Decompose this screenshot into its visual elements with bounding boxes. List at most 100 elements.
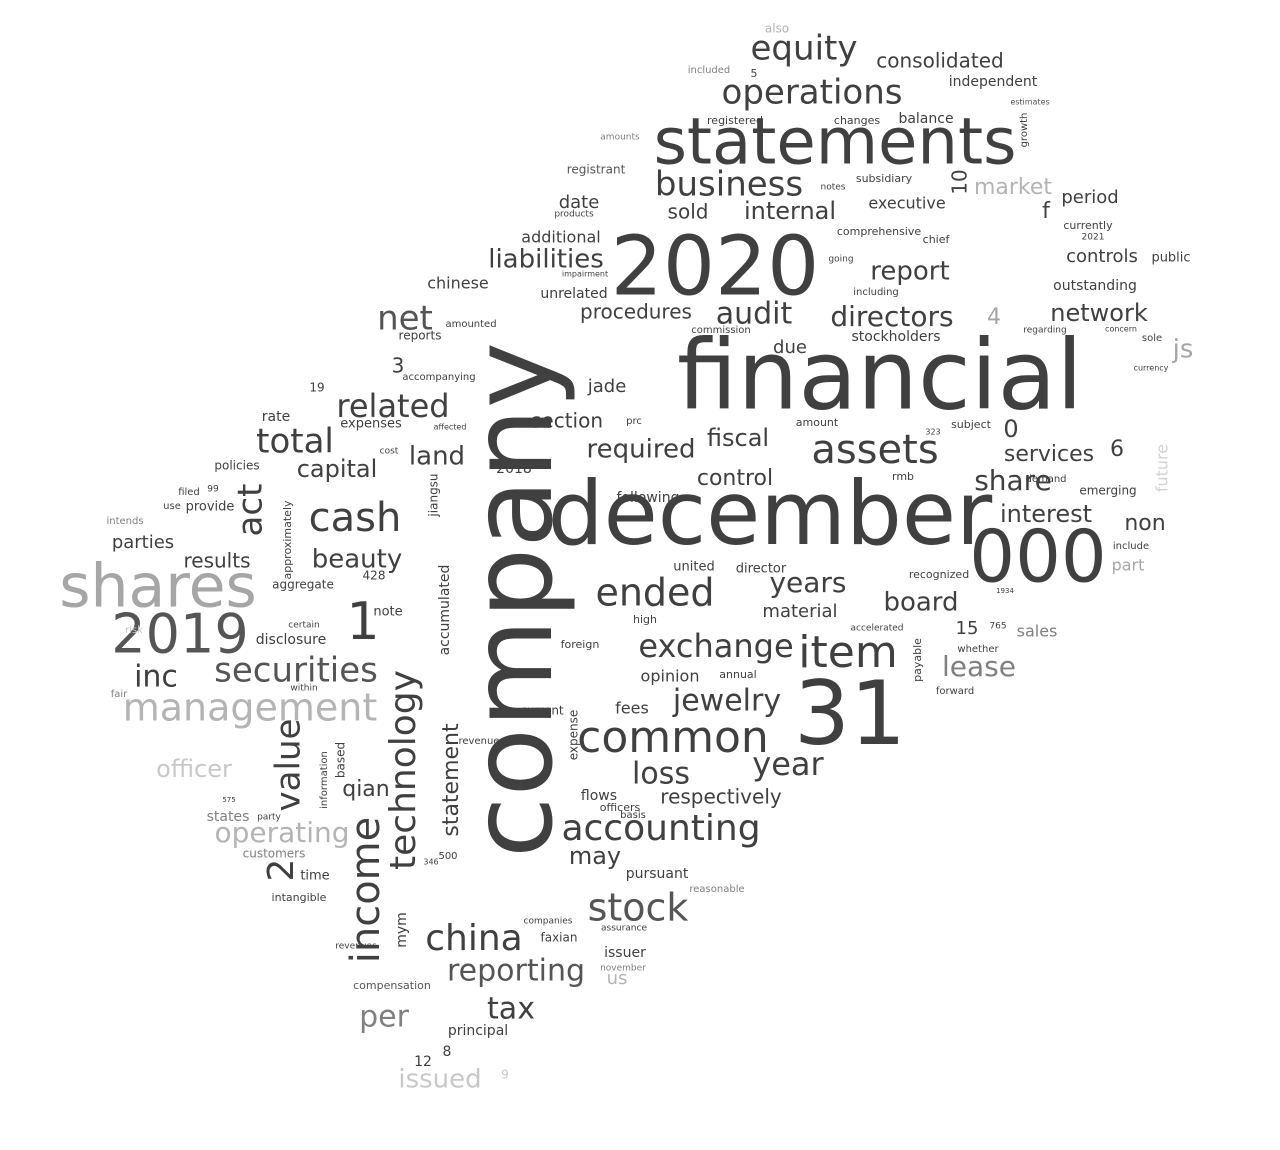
word-loss: loss xyxy=(632,757,690,792)
word-accompanying: accompanying xyxy=(402,372,475,383)
word-intends: intends xyxy=(106,516,143,527)
word-1: 1 xyxy=(346,592,379,652)
word-services: services xyxy=(1004,442,1094,467)
word-affected: affected xyxy=(434,423,467,432)
word-registrant: registrant xyxy=(567,163,626,177)
word-executive: executive xyxy=(868,194,945,213)
word-information: information xyxy=(319,751,330,809)
word-regarding: regarding xyxy=(1023,326,1066,336)
word-business: business xyxy=(655,165,803,205)
word-compensation: compensation xyxy=(353,979,431,992)
word-act: act xyxy=(231,484,271,537)
word-beauty: beauty xyxy=(312,545,403,575)
word-material: material xyxy=(762,601,837,622)
word-going: going xyxy=(828,255,853,265)
word-flows: flows xyxy=(581,788,617,804)
word-officers: officers xyxy=(600,801,641,814)
word-9: 9 xyxy=(501,1068,509,1082)
word-rate: rate xyxy=(262,409,290,425)
word-provide: provide xyxy=(186,500,235,515)
word-disclosure: disclosure xyxy=(256,632,326,648)
word-inc: inc xyxy=(134,660,178,695)
word-board: board xyxy=(883,588,958,618)
word-states: states xyxy=(207,809,250,825)
word-assurance: assurance xyxy=(601,924,647,934)
word-parties: parties xyxy=(112,532,174,553)
word-1934: 1934 xyxy=(996,587,1014,595)
word-operations: operations xyxy=(722,73,903,113)
word-5: 5 xyxy=(751,67,758,80)
word-js: js xyxy=(1172,335,1194,365)
word-statements: statements xyxy=(654,106,1017,180)
word-control: control xyxy=(697,466,773,491)
word-amount: amount xyxy=(796,416,839,429)
word-payable: payable xyxy=(911,638,924,682)
word-amounts: amounts xyxy=(600,133,640,143)
word-assets: assets xyxy=(811,427,938,473)
word-reports: reports xyxy=(399,329,442,343)
word-forward: forward xyxy=(936,686,974,697)
word-interest: interest xyxy=(1000,500,1092,528)
word-faxian: faxian xyxy=(541,931,578,945)
word-additional: additional xyxy=(521,228,600,247)
word-2020: 2020 xyxy=(611,219,820,314)
word-reasonable: reasonable xyxy=(689,884,744,895)
word-fiscal: fiscal xyxy=(707,424,769,452)
word-8: 8 xyxy=(443,1044,452,1060)
word-time: time xyxy=(300,869,329,884)
word-controls: controls xyxy=(1066,246,1138,267)
word-shares: shares xyxy=(59,552,257,622)
word-jade: jade xyxy=(587,376,627,397)
word-china: china xyxy=(425,918,523,959)
word-jewelry: jewelry xyxy=(672,684,781,719)
word-director: director xyxy=(736,562,787,577)
word-november: november xyxy=(600,964,646,974)
word-cash: cash xyxy=(309,495,402,541)
word-fair: fair xyxy=(111,689,128,700)
word-stock: stock xyxy=(588,886,689,930)
word-0: 0 xyxy=(1003,415,1018,443)
word-15: 15 xyxy=(956,618,979,639)
word-period: period xyxy=(1061,187,1118,208)
word-opinion: opinion xyxy=(641,667,700,686)
word-use: use xyxy=(163,501,181,512)
word-note: note xyxy=(373,605,402,620)
word-cost: cost xyxy=(380,447,399,457)
word-sold: sold xyxy=(668,200,709,224)
word-revenue: revenue xyxy=(459,736,500,747)
word-including: including xyxy=(853,287,899,298)
word-us: us xyxy=(607,968,628,989)
word-basis: basis xyxy=(620,810,646,821)
word-per: per xyxy=(359,1000,410,1035)
word-subject: subject xyxy=(951,418,992,431)
word-whether: whether xyxy=(957,644,999,655)
word-estimates: estimates xyxy=(1010,98,1049,107)
word-concern: concern xyxy=(1105,325,1137,334)
word-required: required xyxy=(587,435,696,465)
word-growth: growth xyxy=(1019,113,1030,148)
word-filed: filed xyxy=(178,487,200,498)
word-2019: 2019 xyxy=(111,603,248,666)
word-party: party xyxy=(257,813,281,823)
word-intangible: intangible xyxy=(272,891,327,904)
word-within: within xyxy=(290,684,317,694)
word-years: years xyxy=(769,566,846,599)
word-impairment: impairment xyxy=(562,270,608,279)
word-share: share xyxy=(974,464,1052,497)
word-exchange: exchange xyxy=(638,627,793,665)
word-section: section xyxy=(531,409,603,433)
word-19: 19 xyxy=(309,381,324,395)
word-commission: commission xyxy=(691,325,751,336)
word-non: non xyxy=(1124,511,1165,536)
word-jiangsu: jiangsu xyxy=(427,473,441,517)
word-currency: currency xyxy=(1134,364,1169,373)
word-tax: tax xyxy=(487,992,535,1027)
word-765: 765 xyxy=(989,622,1006,632)
word-3: 3 xyxy=(392,354,405,378)
word-31: 31 xyxy=(794,662,906,765)
word-market: market xyxy=(974,175,1052,200)
word-audit: audit xyxy=(716,297,793,332)
word-current: current xyxy=(520,704,564,718)
word-pursuant: pursuant xyxy=(626,866,689,882)
word-technology: technology xyxy=(383,670,424,870)
